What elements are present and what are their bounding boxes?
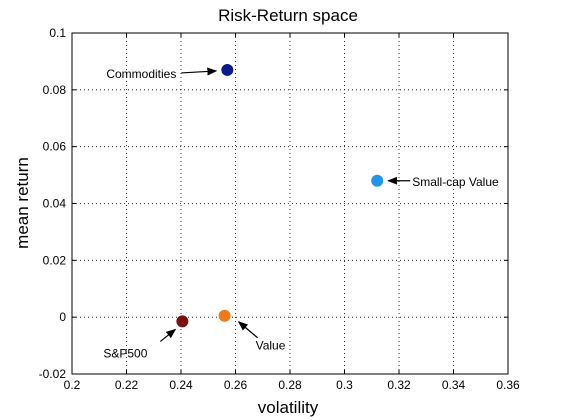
data-point — [218, 309, 231, 322]
point-label: Small-cap Value — [412, 175, 499, 189]
data-point — [221, 63, 234, 76]
data-point — [371, 174, 384, 187]
point-label: S&P500 — [103, 346, 147, 360]
y-tick-label: 0.02 — [43, 253, 67, 267]
x-tick-label: 0.22 — [115, 378, 139, 392]
y-axis-label: mean return — [13, 157, 32, 249]
y-tick-label: 0.1 — [49, 26, 66, 40]
x-axis-label: volatility — [258, 398, 319, 417]
axis-ticks: 0.2 0.22 0.24 0.26 0.28 0.3 0.32 0.34 0.36 -0.02 0… — [39, 26, 520, 392]
annotation-arrow — [159, 328, 177, 342]
y-tick-label: 0.04 — [43, 197, 67, 211]
x-tick-label: 0.24 — [169, 378, 193, 392]
annotation-arrow — [237, 321, 258, 339]
y-tick-label: 0.08 — [43, 83, 67, 97]
point-label: Commodities — [106, 67, 176, 81]
y-tick-label: 0 — [59, 310, 66, 324]
y-tick-label: 0.06 — [43, 140, 67, 154]
annotation-arrow — [181, 67, 218, 76]
x-tick-label: 0.28 — [278, 378, 302, 392]
chart-title: Risk-Return space — [218, 6, 358, 25]
x-tick-label: 0.26 — [224, 378, 248, 392]
data-point — [176, 315, 189, 328]
x-tick-label: 0.32 — [387, 378, 411, 392]
x-tick-label: 0.3 — [336, 378, 353, 392]
grid-lines — [72, 33, 508, 374]
x-tick-label: 0.34 — [442, 378, 466, 392]
data-points — [176, 63, 384, 328]
annotations: Commodities Small-cap Value S&P500 Value — [103, 67, 499, 360]
point-label: Value — [256, 339, 286, 353]
plot-area — [71, 32, 509, 375]
x-tick-label: 0.36 — [496, 378, 520, 392]
x-tick-label: 0.2 — [64, 378, 81, 392]
y-tick-label: -0.02 — [39, 367, 67, 381]
